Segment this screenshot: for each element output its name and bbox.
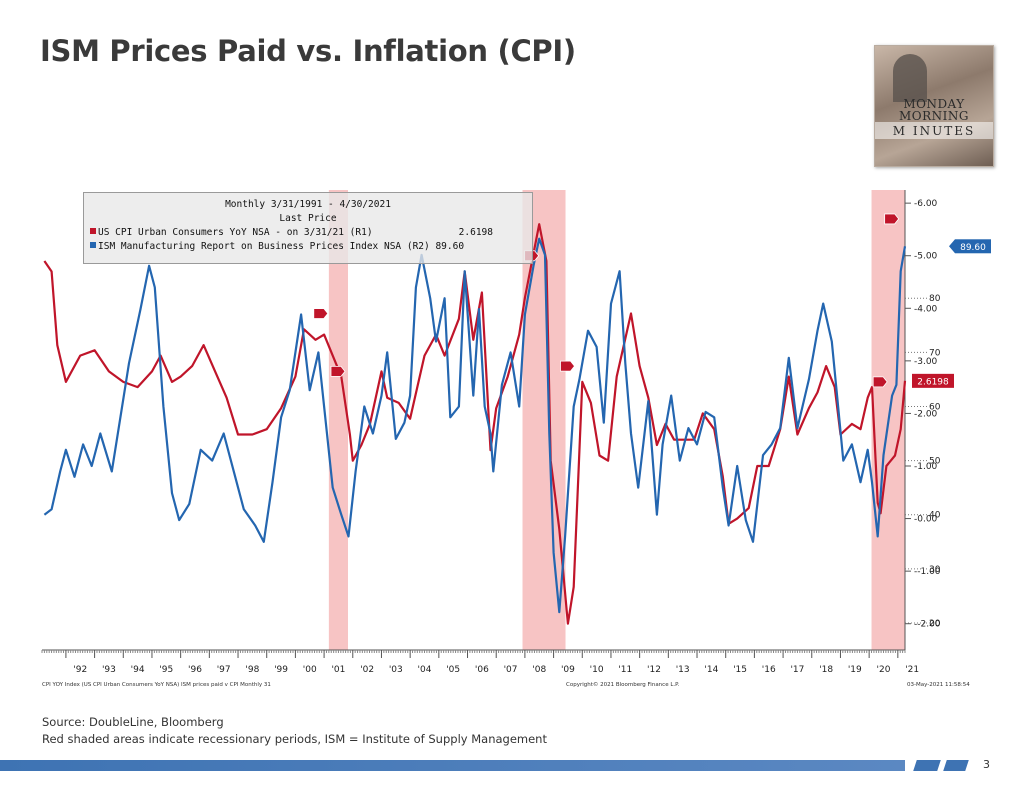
x-tick-label: '09 bbox=[561, 665, 575, 675]
left-scale-label: -5.00 bbox=[914, 252, 938, 262]
right-scale-label: 80 bbox=[929, 294, 941, 304]
cpi-swatch bbox=[90, 228, 96, 234]
footer-left-note: CPI YOY Index (US CPI Urban Consumers Yo… bbox=[42, 682, 271, 688]
logo-line-2: MORNING bbox=[899, 109, 969, 123]
footer-block-1 bbox=[913, 760, 941, 771]
page-number: 3 bbox=[983, 758, 990, 771]
left-scale-label: -2.00 bbox=[914, 409, 938, 419]
x-tick-label: '97 bbox=[217, 665, 231, 675]
x-tick-label: '16 bbox=[762, 665, 776, 675]
right-scale-label: 60 bbox=[929, 402, 941, 412]
event-flag-icon bbox=[872, 376, 888, 388]
footer-copyright: Copyright© 2021 Bloomberg Finance L.P. bbox=[566, 681, 680, 688]
legend-row-cpi: US CPI Urban Consumers YoY NSA - on 3/31… bbox=[90, 227, 528, 238]
y-axis-ticks: -6.00 -5.00 -4.00 -3.00 -2.00 -1.00 -0.00 --1.0… bbox=[905, 199, 941, 630]
logo-line-3: M INUTES bbox=[892, 124, 976, 138]
left-scale-label: --1.00 bbox=[914, 567, 941, 577]
ism-last-value-tag bbox=[955, 239, 991, 254]
ism-tag-pointer bbox=[949, 239, 955, 254]
legend-ism-label: ISM Manufacturing Report on Business Pri… bbox=[98, 241, 465, 252]
x-tick-label: '21 bbox=[905, 665, 919, 675]
recession-band-2 bbox=[522, 190, 566, 650]
event-flag-icon bbox=[313, 308, 329, 319]
x-tick-label: '18 bbox=[819, 665, 833, 675]
x-tick-label: '15 bbox=[733, 665, 747, 675]
logo-arch-graphic bbox=[893, 54, 927, 102]
ism-last-value-label: 89.60 bbox=[960, 243, 986, 253]
left-scale-label: --2.00 bbox=[914, 620, 941, 630]
cpi-last-value-label: 2.6198 bbox=[917, 377, 949, 387]
footer-bar bbox=[0, 760, 905, 771]
right-scale-label: 70 bbox=[929, 348, 941, 358]
source-note: Source: DoubleLine, Bloomberg Red shaded… bbox=[42, 714, 547, 748]
recession-band-1 bbox=[328, 190, 348, 650]
x-tick-label: '17 bbox=[790, 665, 804, 675]
logo-line-1: MONDAY bbox=[903, 97, 965, 111]
right-scale-label: 50 bbox=[929, 457, 941, 467]
x-tick-label: '12 bbox=[647, 665, 661, 675]
right-scale-label: 30 bbox=[929, 565, 941, 575]
x-tick-label: '13 bbox=[676, 665, 690, 675]
ism-series-line bbox=[43, 237, 907, 614]
legend-header-period: Monthly 3/31/1991 - 4/30/2021 bbox=[225, 199, 391, 210]
x-tick-label: '08 bbox=[532, 665, 546, 675]
chart-legend: Monthly 3/31/1991 - 4/30/2021 Last Price… bbox=[83, 192, 533, 264]
x-tick-label: '99 bbox=[274, 665, 288, 675]
recession-note: Red shaded areas indicate recessionary p… bbox=[42, 732, 547, 746]
event-flag-icon bbox=[560, 360, 576, 372]
ism-swatch bbox=[90, 242, 96, 248]
x-tick-label: '96 bbox=[188, 665, 202, 675]
x-tick-label: '00 bbox=[303, 665, 317, 675]
right-scale-label: 40 bbox=[929, 511, 941, 521]
left-scale-label: -1.00 bbox=[914, 462, 938, 472]
footer-timestamp: 03-May-2021 11:58:54 bbox=[907, 682, 970, 688]
event-flag-icon bbox=[884, 213, 900, 225]
legend-cpi-value: 2.6198 bbox=[458, 227, 493, 238]
slide-title: ISM Prices Paid vs. Inflation (CPI) bbox=[40, 34, 576, 68]
series-lines bbox=[43, 223, 907, 625]
left-scale-label: -3.00 bbox=[914, 357, 938, 367]
legend-header-last-price: Last Price bbox=[279, 213, 337, 224]
monday-morning-minutes-logo: MONDAY MORNING M INUTES bbox=[874, 45, 994, 167]
legend-cpi-label: US CPI Urban Consumers YoY NSA - on 3/31… bbox=[98, 227, 373, 238]
x-tick-label: '20 bbox=[877, 665, 891, 675]
x-axis-ticks: '92 '93 '94 '95 '96 '97 '98 '99 '00 '01 '02 '03 '04 '… bbox=[41, 650, 919, 675]
x-tick-label: '94 bbox=[131, 665, 145, 675]
x-tick-label: '11 bbox=[618, 665, 632, 675]
x-tick-label: '10 bbox=[590, 665, 604, 675]
x-tick-label: '95 bbox=[159, 665, 173, 675]
x-tick-label: '14 bbox=[704, 665, 718, 675]
left-scale-label: -4.00 bbox=[914, 304, 938, 314]
logo-band bbox=[875, 122, 993, 139]
left-scale-label: -6.00 bbox=[914, 199, 938, 209]
cpi-series-line bbox=[43, 223, 907, 625]
x-tick-label: '02 bbox=[360, 665, 374, 675]
cpi-last-value-tag bbox=[912, 373, 954, 388]
x-tick-label: '03 bbox=[389, 665, 403, 675]
x-tick-label: '04 bbox=[418, 665, 432, 675]
x-tick-label: '93 bbox=[102, 665, 116, 675]
x-tick-label: '01 bbox=[331, 665, 345, 675]
x-tick-label: '19 bbox=[848, 665, 862, 675]
x-tick-label: '05 bbox=[446, 665, 460, 675]
source-line: Source: DoubleLine, Bloomberg bbox=[42, 715, 224, 729]
x-tick-label: '07 bbox=[504, 665, 518, 675]
x-tick-label: '06 bbox=[475, 665, 489, 675]
footer-block-2 bbox=[943, 760, 969, 771]
right-scale-label: 20 bbox=[929, 619, 941, 629]
event-flag-icon bbox=[330, 365, 346, 377]
left-scale-label: -0.00 bbox=[914, 515, 938, 525]
x-tick-label: '98 bbox=[245, 665, 259, 675]
x-tick-label: '92 bbox=[73, 665, 87, 675]
legend-row-ism: ISM Manufacturing Report on Business Pri… bbox=[90, 241, 528, 252]
last-value-markers: 89.60 2.6198 bbox=[313, 213, 991, 388]
